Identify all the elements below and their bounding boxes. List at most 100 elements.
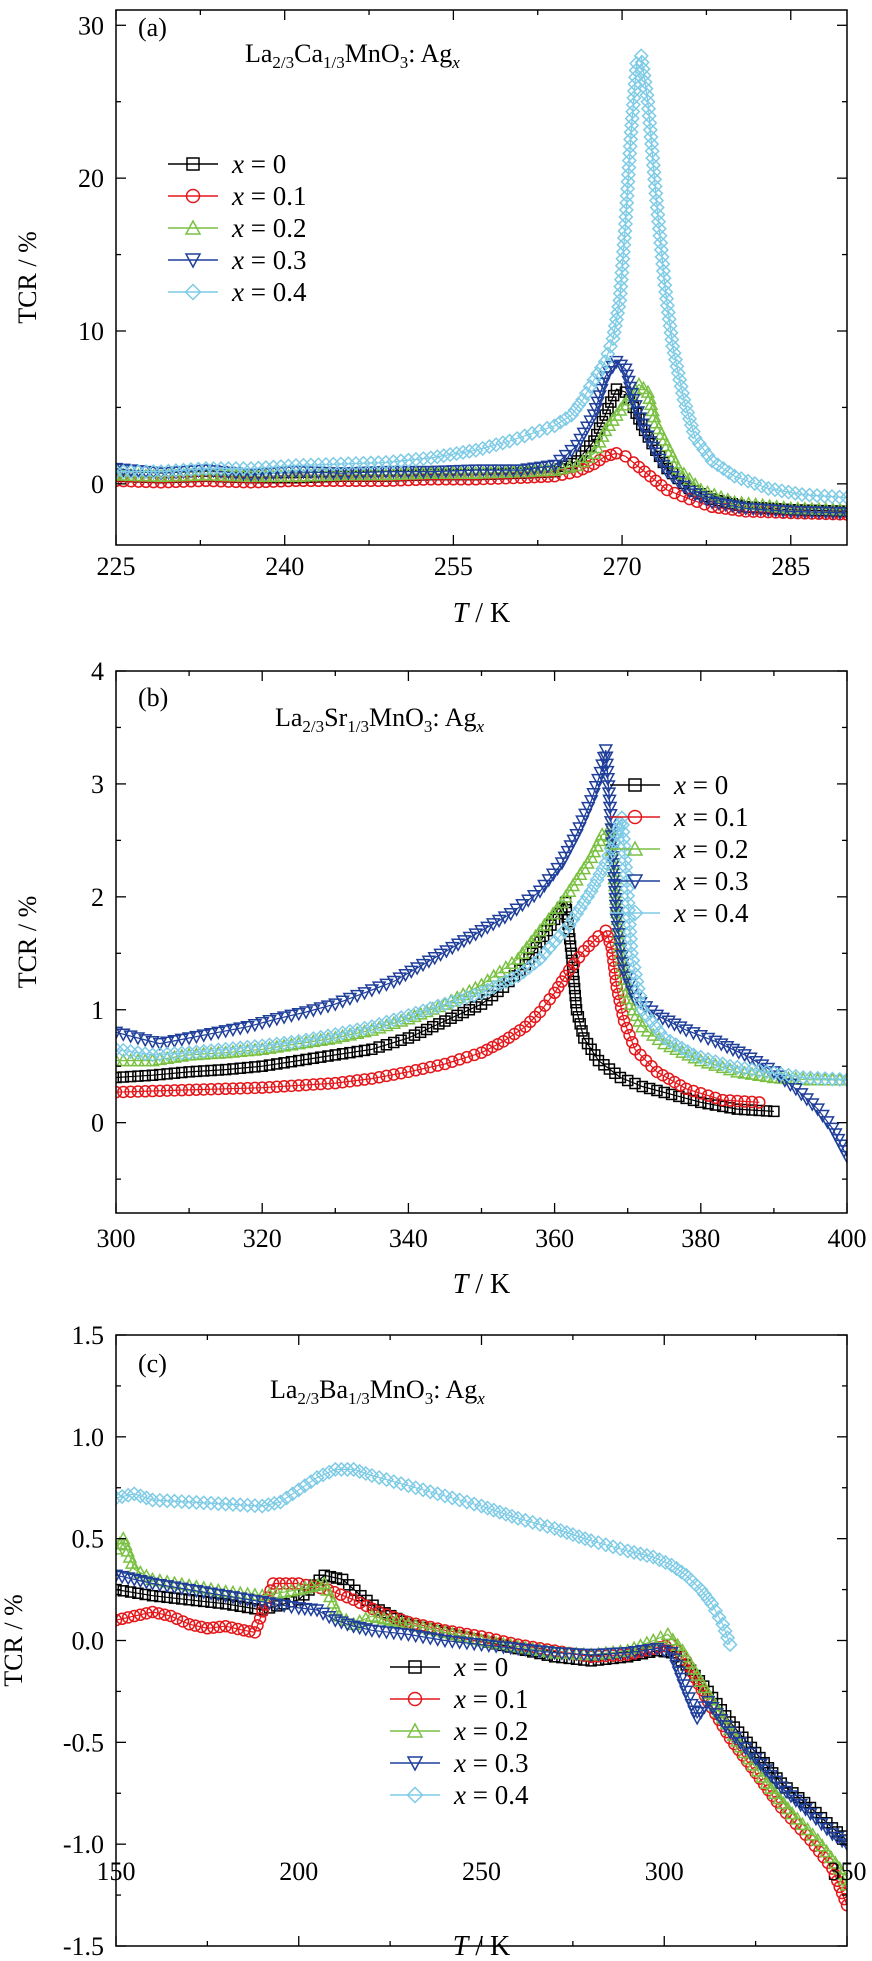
data-point: [507, 471, 520, 485]
data-point: [537, 879, 552, 894]
data-point: [408, 451, 424, 467]
series-line: [116, 360, 847, 514]
y-tick-label: 10: [78, 317, 104, 346]
data-point: [602, 402, 614, 415]
data-point: [240, 1020, 255, 1035]
data-point: [510, 1642, 526, 1657]
data-point: [639, 1007, 655, 1023]
data-point: [607, 885, 623, 900]
data-point: [198, 467, 214, 481]
data-point: [521, 894, 536, 908]
data-point: [249, 1602, 261, 1615]
data-point: [707, 1603, 723, 1619]
data-point: [525, 1644, 540, 1658]
data-point: [293, 1054, 305, 1067]
data-point: [457, 1006, 469, 1019]
data-point: [651, 1084, 663, 1097]
data-point: [190, 461, 207, 477]
data-point: [175, 1083, 189, 1097]
data-point: [444, 941, 460, 956]
data-point: [637, 74, 653, 90]
data-point: [451, 1009, 463, 1022]
data-point: [256, 1060, 268, 1072]
data-point: [309, 1470, 325, 1486]
data-point: [325, 456, 341, 472]
data-point: [772, 1790, 787, 1805]
data-point: [408, 1029, 421, 1041]
data-point: [288, 465, 304, 480]
data-point: [711, 1609, 727, 1625]
y-tick-label: 30: [78, 11, 104, 40]
data-point: [731, 1103, 744, 1115]
data-point: [763, 1780, 779, 1794]
data-point: [205, 461, 222, 477]
data-point: [618, 859, 634, 875]
data-point: [385, 454, 401, 470]
data-point: [624, 110, 640, 127]
data-point: [285, 1055, 298, 1068]
data-point: [648, 185, 664, 201]
data-point: [790, 500, 806, 515]
data-point: [461, 465, 476, 479]
data-point: [284, 1009, 299, 1023]
data-point: [313, 1029, 329, 1045]
data-point: [318, 1569, 331, 1582]
data-point: [195, 1620, 208, 1634]
data-point: [356, 1020, 373, 1036]
data-point: [365, 1072, 379, 1085]
data-point: [515, 898, 530, 913]
data-point: [701, 1089, 715, 1102]
data-point: [400, 1007, 416, 1023]
data-point: [277, 1080, 291, 1093]
data-point: [804, 501, 820, 515]
data-point: [661, 311, 677, 327]
data-point: [414, 1026, 427, 1039]
data-point: [646, 409, 662, 423]
data-point: [320, 1000, 336, 1014]
data-point: [767, 1785, 783, 1799]
data-point: [506, 464, 521, 478]
data-point: [682, 471, 697, 486]
data-point: [832, 502, 847, 516]
data-point: [305, 1031, 321, 1047]
data-point: [175, 462, 192, 478]
legend-label: x = 0.1: [453, 1684, 528, 1714]
data-point: [550, 862, 565, 877]
data-point: [647, 1019, 664, 1035]
data-point: [590, 366, 606, 382]
data-point: [647, 178, 663, 194]
data-point: [474, 1638, 489, 1653]
data-point: [839, 490, 847, 506]
data-point: [491, 464, 506, 478]
chart-panel-3: 150 200 250 300 350 -1.5 -1.0 -0.5 0.0 0.5 1.0 1.5 T…: [0, 1321, 867, 1961]
data-point: [648, 192, 665, 209]
data-point: [657, 277, 673, 293]
data-point: [620, 888, 636, 904]
data-point: [665, 338, 681, 354]
data-point: [273, 458, 289, 475]
data-point: [181, 1032, 197, 1046]
data-point: [658, 1086, 670, 1099]
data-point: [153, 1084, 167, 1098]
data-point: [621, 916, 638, 933]
data-point: [704, 1596, 720, 1612]
legend-item: x = 0.4: [610, 898, 749, 928]
data-point: [203, 1043, 219, 1059]
legend-marker: [184, 219, 202, 235]
data-point: [371, 1625, 387, 1639]
data-point: [247, 1039, 263, 1055]
data-point: [310, 457, 326, 473]
x-tick-label: 300: [97, 1224, 136, 1253]
series-3: [116, 1569, 847, 1852]
data-point: [273, 466, 289, 481]
data-point: [480, 973, 495, 987]
data-point: [552, 454, 568, 469]
data-point: [615, 824, 631, 840]
data-point: [605, 1647, 621, 1662]
data-point: [498, 960, 514, 974]
data-point: [641, 108, 657, 124]
x-tick-label: 400: [828, 1224, 867, 1253]
data-point: [445, 1012, 457, 1024]
data-point: [570, 996, 582, 1009]
data-point: [564, 444, 579, 459]
